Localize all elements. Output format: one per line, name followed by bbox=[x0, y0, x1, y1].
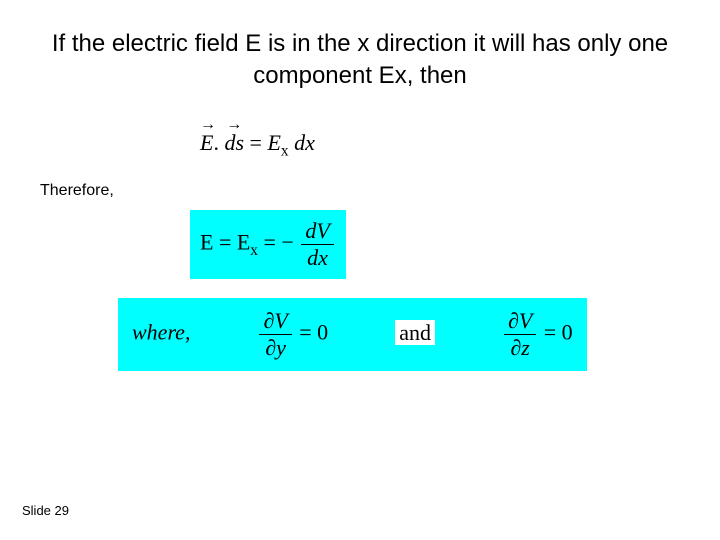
den-dz: ∂z bbox=[510, 335, 529, 360]
vector-e: →E bbox=[200, 130, 213, 156]
equation-e-equals: E = Ex = − dV dx bbox=[190, 210, 346, 279]
fraction-dv-dx: dV dx bbox=[301, 218, 333, 271]
sym-dx: dx bbox=[294, 130, 315, 155]
den-dx: dx bbox=[307, 245, 328, 270]
arrow-icon: → bbox=[200, 116, 213, 134]
equation-e-dot-ds: →E. →ds = Ex dx bbox=[200, 130, 315, 160]
fraction-dv-dz: ∂V ∂z bbox=[504, 308, 536, 361]
sub-x: x bbox=[250, 242, 258, 259]
slide-number: Slide 29 bbox=[22, 503, 69, 518]
equals: = bbox=[250, 130, 268, 155]
and-label: and bbox=[395, 320, 435, 345]
eq-zero-2: = 0 bbox=[544, 320, 573, 345]
num-dvy: ∂V bbox=[263, 308, 287, 333]
sym-ex: E bbox=[267, 130, 280, 155]
num-dvz: ∂V bbox=[508, 308, 532, 333]
vector-ds: →ds bbox=[224, 130, 244, 156]
equation-partials: where, ∂V ∂y = 0 and ∂V ∂z = 0 bbox=[118, 298, 587, 371]
lhs: E = E bbox=[200, 230, 250, 255]
den-dy: ∂y bbox=[265, 335, 286, 360]
num-dv: dV bbox=[305, 218, 329, 243]
arrow-icon: → bbox=[224, 116, 244, 134]
therefore-label: Therefore, bbox=[40, 182, 114, 200]
sub-x: x bbox=[281, 142, 289, 159]
fraction-dv-dy: ∂V ∂y bbox=[259, 308, 291, 361]
slide-title: If the electric field E is in the x dire… bbox=[24, 28, 696, 93]
eq-zero-1: = 0 bbox=[299, 320, 328, 345]
equals-minus: = − bbox=[264, 230, 300, 255]
where-label: where, bbox=[132, 320, 190, 345]
